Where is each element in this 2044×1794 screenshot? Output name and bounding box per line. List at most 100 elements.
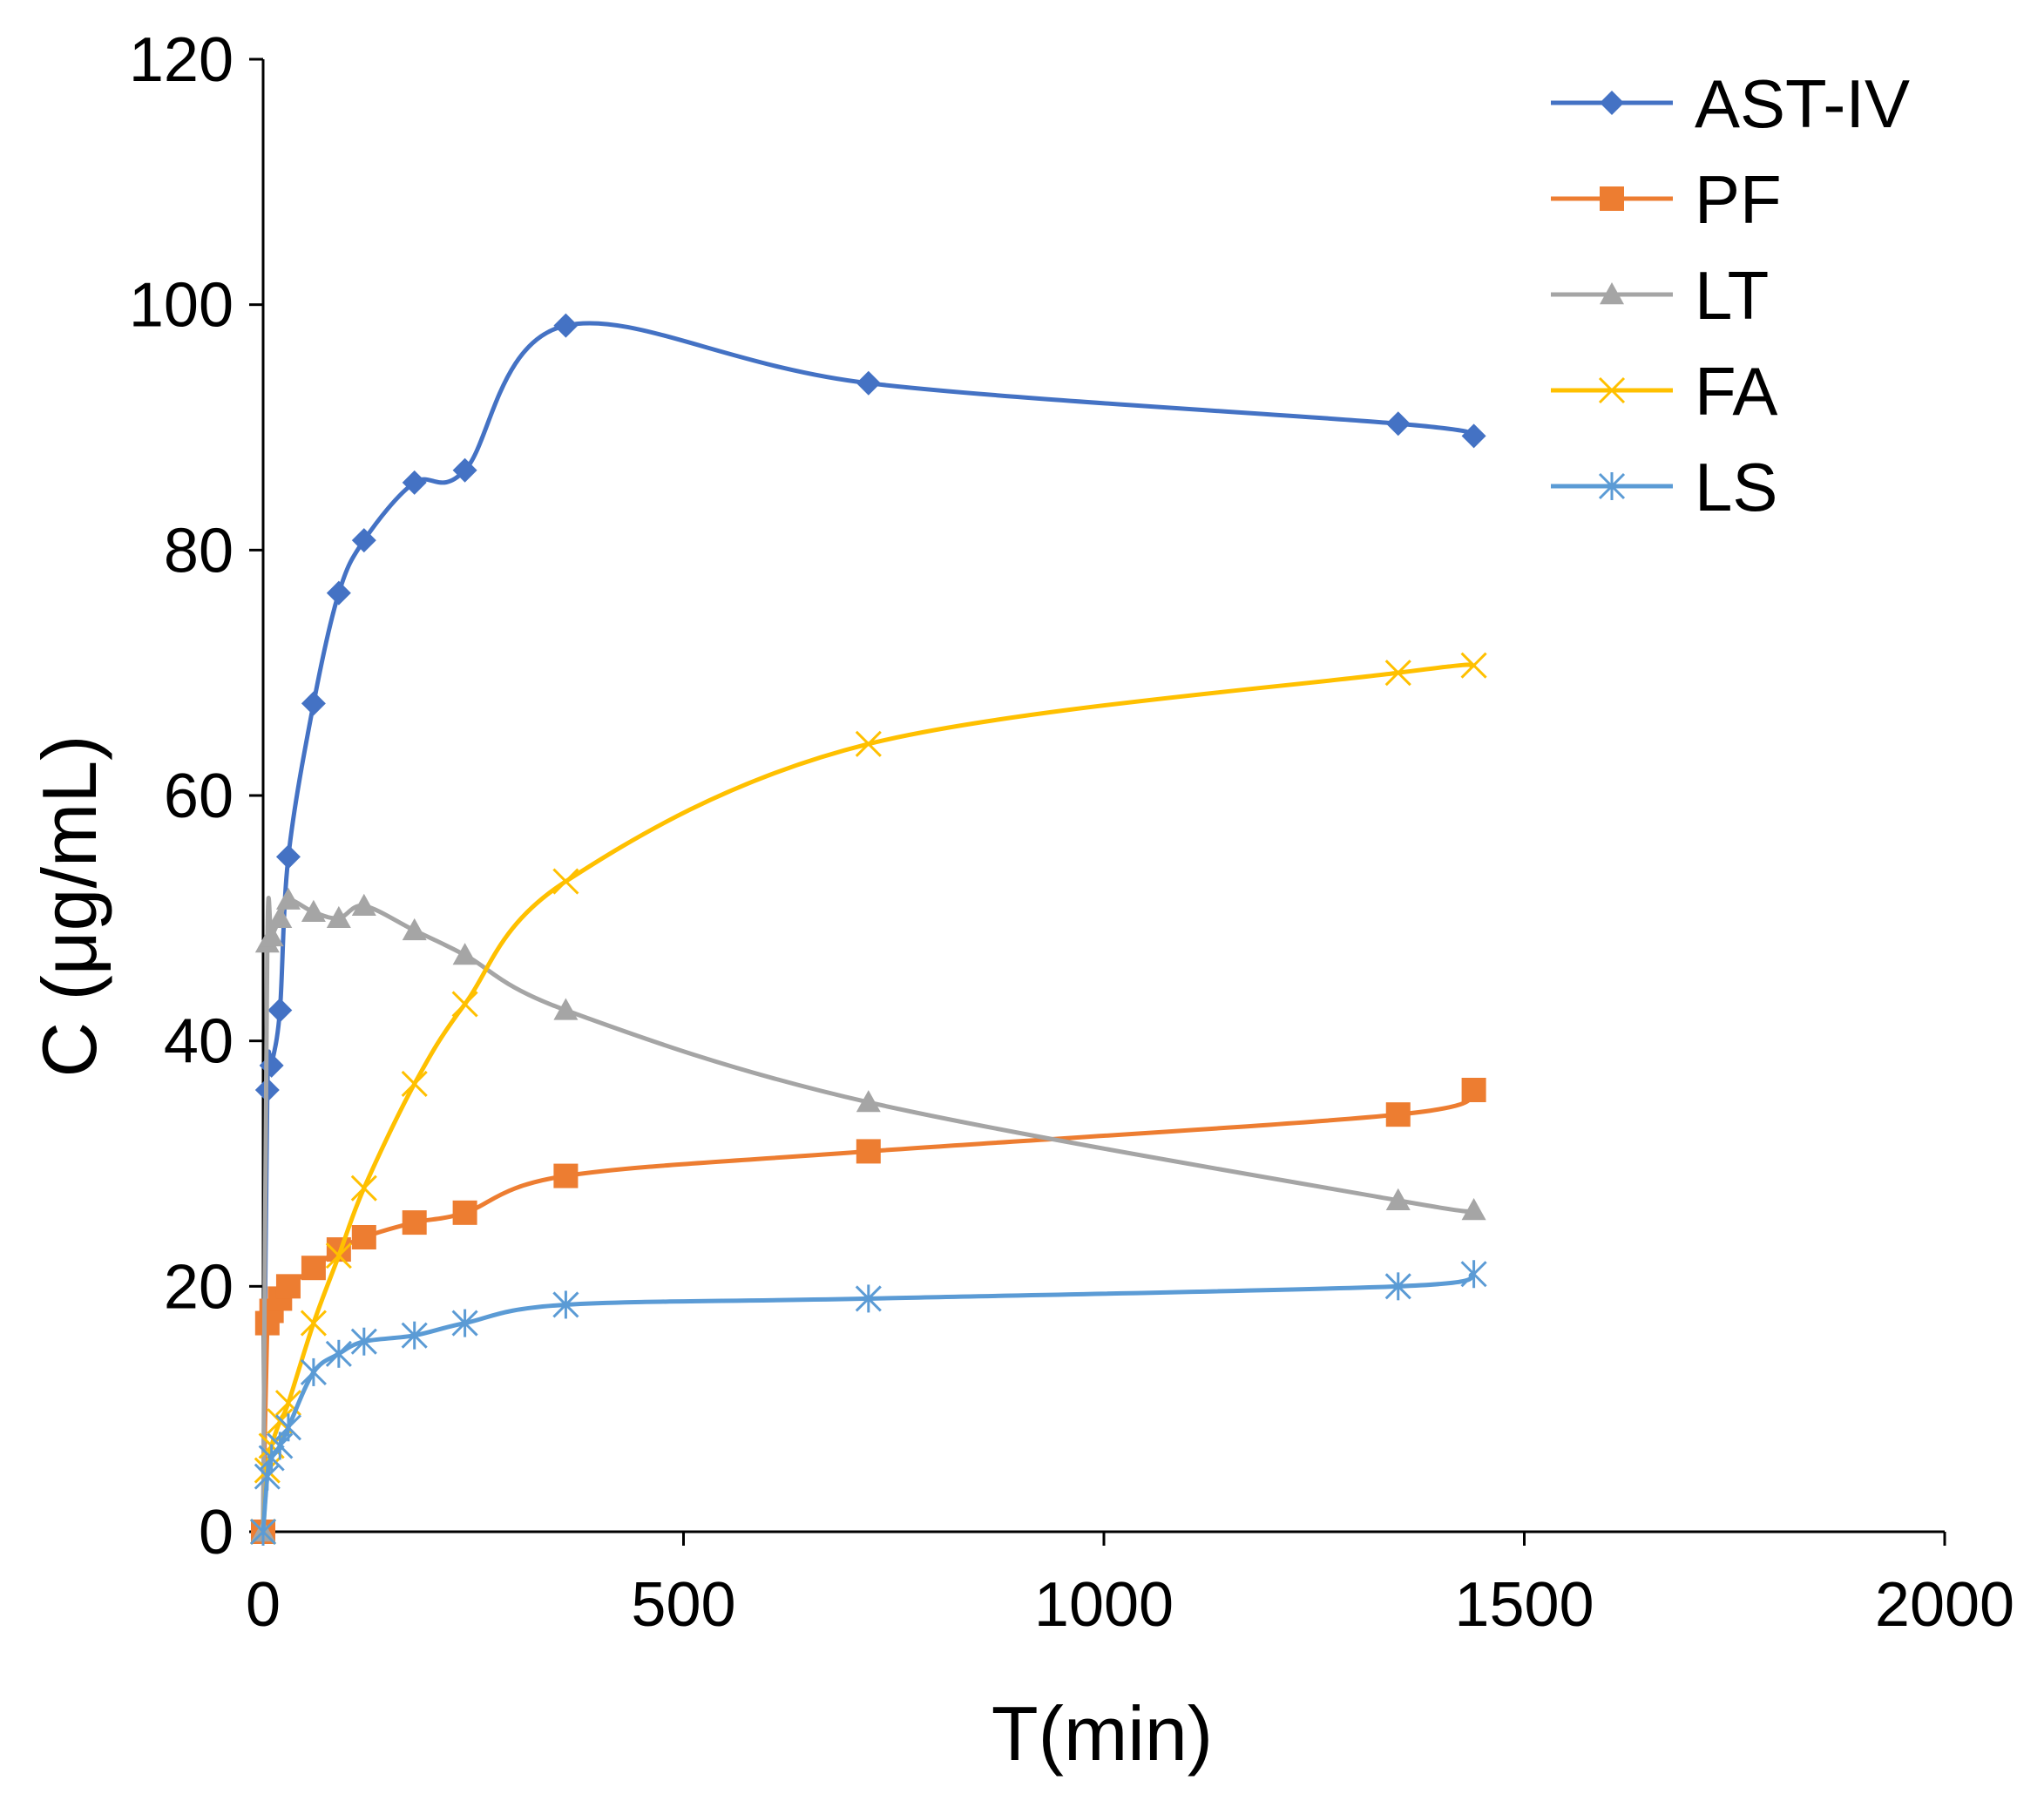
data-point-pf bbox=[856, 1139, 881, 1164]
data-point-ast-iv bbox=[553, 313, 579, 338]
data-point-lt bbox=[267, 905, 293, 929]
legend-item-ls: LS bbox=[1551, 449, 1777, 525]
legend-swatch-marker bbox=[1598, 376, 1626, 404]
data-point-lt bbox=[326, 905, 351, 929]
data-point-fa bbox=[451, 991, 478, 1018]
data-point-pf bbox=[452, 1200, 477, 1225]
legend-label-lt: LT bbox=[1695, 257, 1769, 334]
data-point-lt bbox=[856, 1090, 881, 1113]
y-tick-label: 120 bbox=[129, 25, 234, 95]
data-point-pf bbox=[275, 1274, 301, 1299]
marker-stroke bbox=[451, 991, 478, 1018]
x-tick-label: 500 bbox=[631, 1570, 735, 1640]
x-axis-title: T(min) bbox=[992, 1690, 1213, 1777]
data-point-ls bbox=[350, 1327, 377, 1356]
series-line-ast-iv bbox=[261, 321, 1475, 1533]
data-point-ast-iv bbox=[275, 844, 301, 870]
data-point-ast-iv bbox=[402, 470, 427, 495]
marker-stroke bbox=[300, 1310, 327, 1337]
x-tick-label: 0 bbox=[246, 1570, 281, 1640]
marker-stroke bbox=[1384, 660, 1411, 687]
legend-item-pf: PF bbox=[1551, 161, 1782, 238]
x-tick-label: 2000 bbox=[1875, 1570, 2014, 1640]
series-lt bbox=[251, 887, 1486, 1542]
y-axis-title: C (μg/mL) bbox=[26, 735, 112, 1078]
data-point-ast-iv bbox=[267, 998, 293, 1023]
data-point-pf bbox=[1461, 1078, 1486, 1102]
legend-label-pf: PF bbox=[1695, 161, 1782, 238]
data-point-lt bbox=[351, 893, 376, 916]
data-point-ls bbox=[325, 1339, 352, 1368]
series-line-ls bbox=[261, 1271, 1475, 1533]
data-point-ls bbox=[249, 1518, 277, 1546]
marker-stroke bbox=[855, 730, 882, 757]
marker-stroke bbox=[552, 868, 579, 895]
data-point-pf bbox=[351, 1225, 376, 1249]
legend-item-ast-iv: AST-IV bbox=[1551, 65, 1910, 142]
data-point-ls bbox=[855, 1284, 882, 1313]
data-point-ls bbox=[300, 1357, 327, 1386]
data-point-ast-iv bbox=[856, 370, 881, 396]
y-tick-label: 100 bbox=[129, 271, 234, 341]
data-point-ast-iv bbox=[301, 691, 326, 716]
data-point-pf bbox=[1385, 1102, 1411, 1127]
legend-swatch-marker bbox=[1600, 186, 1624, 211]
data-point-lt bbox=[259, 924, 284, 947]
legend-swatch-marker bbox=[1600, 91, 1624, 115]
legend-item-fa: FA bbox=[1551, 353, 1777, 430]
marker-stroke bbox=[1460, 652, 1487, 679]
x-tick-label: 1000 bbox=[1034, 1570, 1174, 1640]
y-tick-label: 40 bbox=[164, 1007, 234, 1077]
legend-label-fa: FA bbox=[1695, 353, 1777, 430]
data-point-ls bbox=[451, 1309, 478, 1337]
x-tick-label: 1500 bbox=[1454, 1570, 1594, 1640]
data-point-lt bbox=[402, 917, 427, 941]
data-point-ast-iv bbox=[1385, 411, 1411, 437]
legend: AST-IV PF LT FA LS bbox=[1551, 65, 1910, 525]
series-line-lt bbox=[261, 896, 1474, 1533]
axes: 0 20 40 60 80 100 120 0 500 1000 1500 2000 bbox=[129, 25, 2014, 1640]
data-point-ast-iv bbox=[452, 457, 477, 483]
marker-stroke bbox=[1598, 376, 1626, 404]
legend-swatch-marker bbox=[1600, 282, 1624, 305]
series-fa bbox=[249, 652, 1487, 1546]
data-point-fa bbox=[350, 1175, 377, 1202]
data-point-ast-iv bbox=[351, 528, 376, 553]
marker-stroke bbox=[267, 1408, 294, 1435]
y-tick-label: 20 bbox=[164, 1252, 234, 1322]
legend-label-ast-iv: AST-IV bbox=[1695, 65, 1910, 142]
data-point-fa bbox=[401, 1070, 428, 1098]
data-point-ls bbox=[254, 1462, 281, 1491]
data-point-lt bbox=[1461, 1198, 1486, 1221]
data-point-fa bbox=[855, 730, 882, 757]
data-point-fa bbox=[300, 1310, 327, 1337]
data-point-lt bbox=[301, 899, 326, 922]
marker-stroke bbox=[325, 1242, 352, 1269]
data-point-ls bbox=[274, 1413, 302, 1442]
series-layer bbox=[249, 313, 1487, 1546]
y-tick-label: 0 bbox=[199, 1498, 234, 1567]
data-point-pf bbox=[301, 1256, 326, 1281]
series-pf bbox=[251, 1078, 1486, 1544]
data-point-ls bbox=[401, 1321, 428, 1350]
data-point-fa bbox=[325, 1242, 352, 1269]
y-tick-label: 60 bbox=[164, 762, 234, 831]
series-ls bbox=[249, 1260, 1487, 1546]
data-point-ls bbox=[1384, 1272, 1411, 1301]
marker-stroke bbox=[401, 1070, 428, 1098]
legend-label-ls: LS bbox=[1695, 449, 1777, 525]
series-ast-iv bbox=[251, 313, 1486, 1544]
marker-stroke bbox=[274, 1390, 302, 1417]
data-point-ls bbox=[552, 1290, 579, 1319]
marker-stroke bbox=[350, 1175, 377, 1202]
data-point-fa bbox=[552, 868, 579, 895]
data-point-pf bbox=[402, 1210, 427, 1235]
data-point-ast-iv bbox=[1461, 423, 1486, 449]
data-point-ls bbox=[1460, 1260, 1487, 1289]
data-point-lt bbox=[1385, 1188, 1411, 1210]
legend-item-lt: LT bbox=[1551, 257, 1769, 334]
data-point-lt bbox=[275, 887, 301, 910]
data-point-ast-iv bbox=[326, 580, 351, 606]
data-point-lt bbox=[452, 943, 477, 965]
